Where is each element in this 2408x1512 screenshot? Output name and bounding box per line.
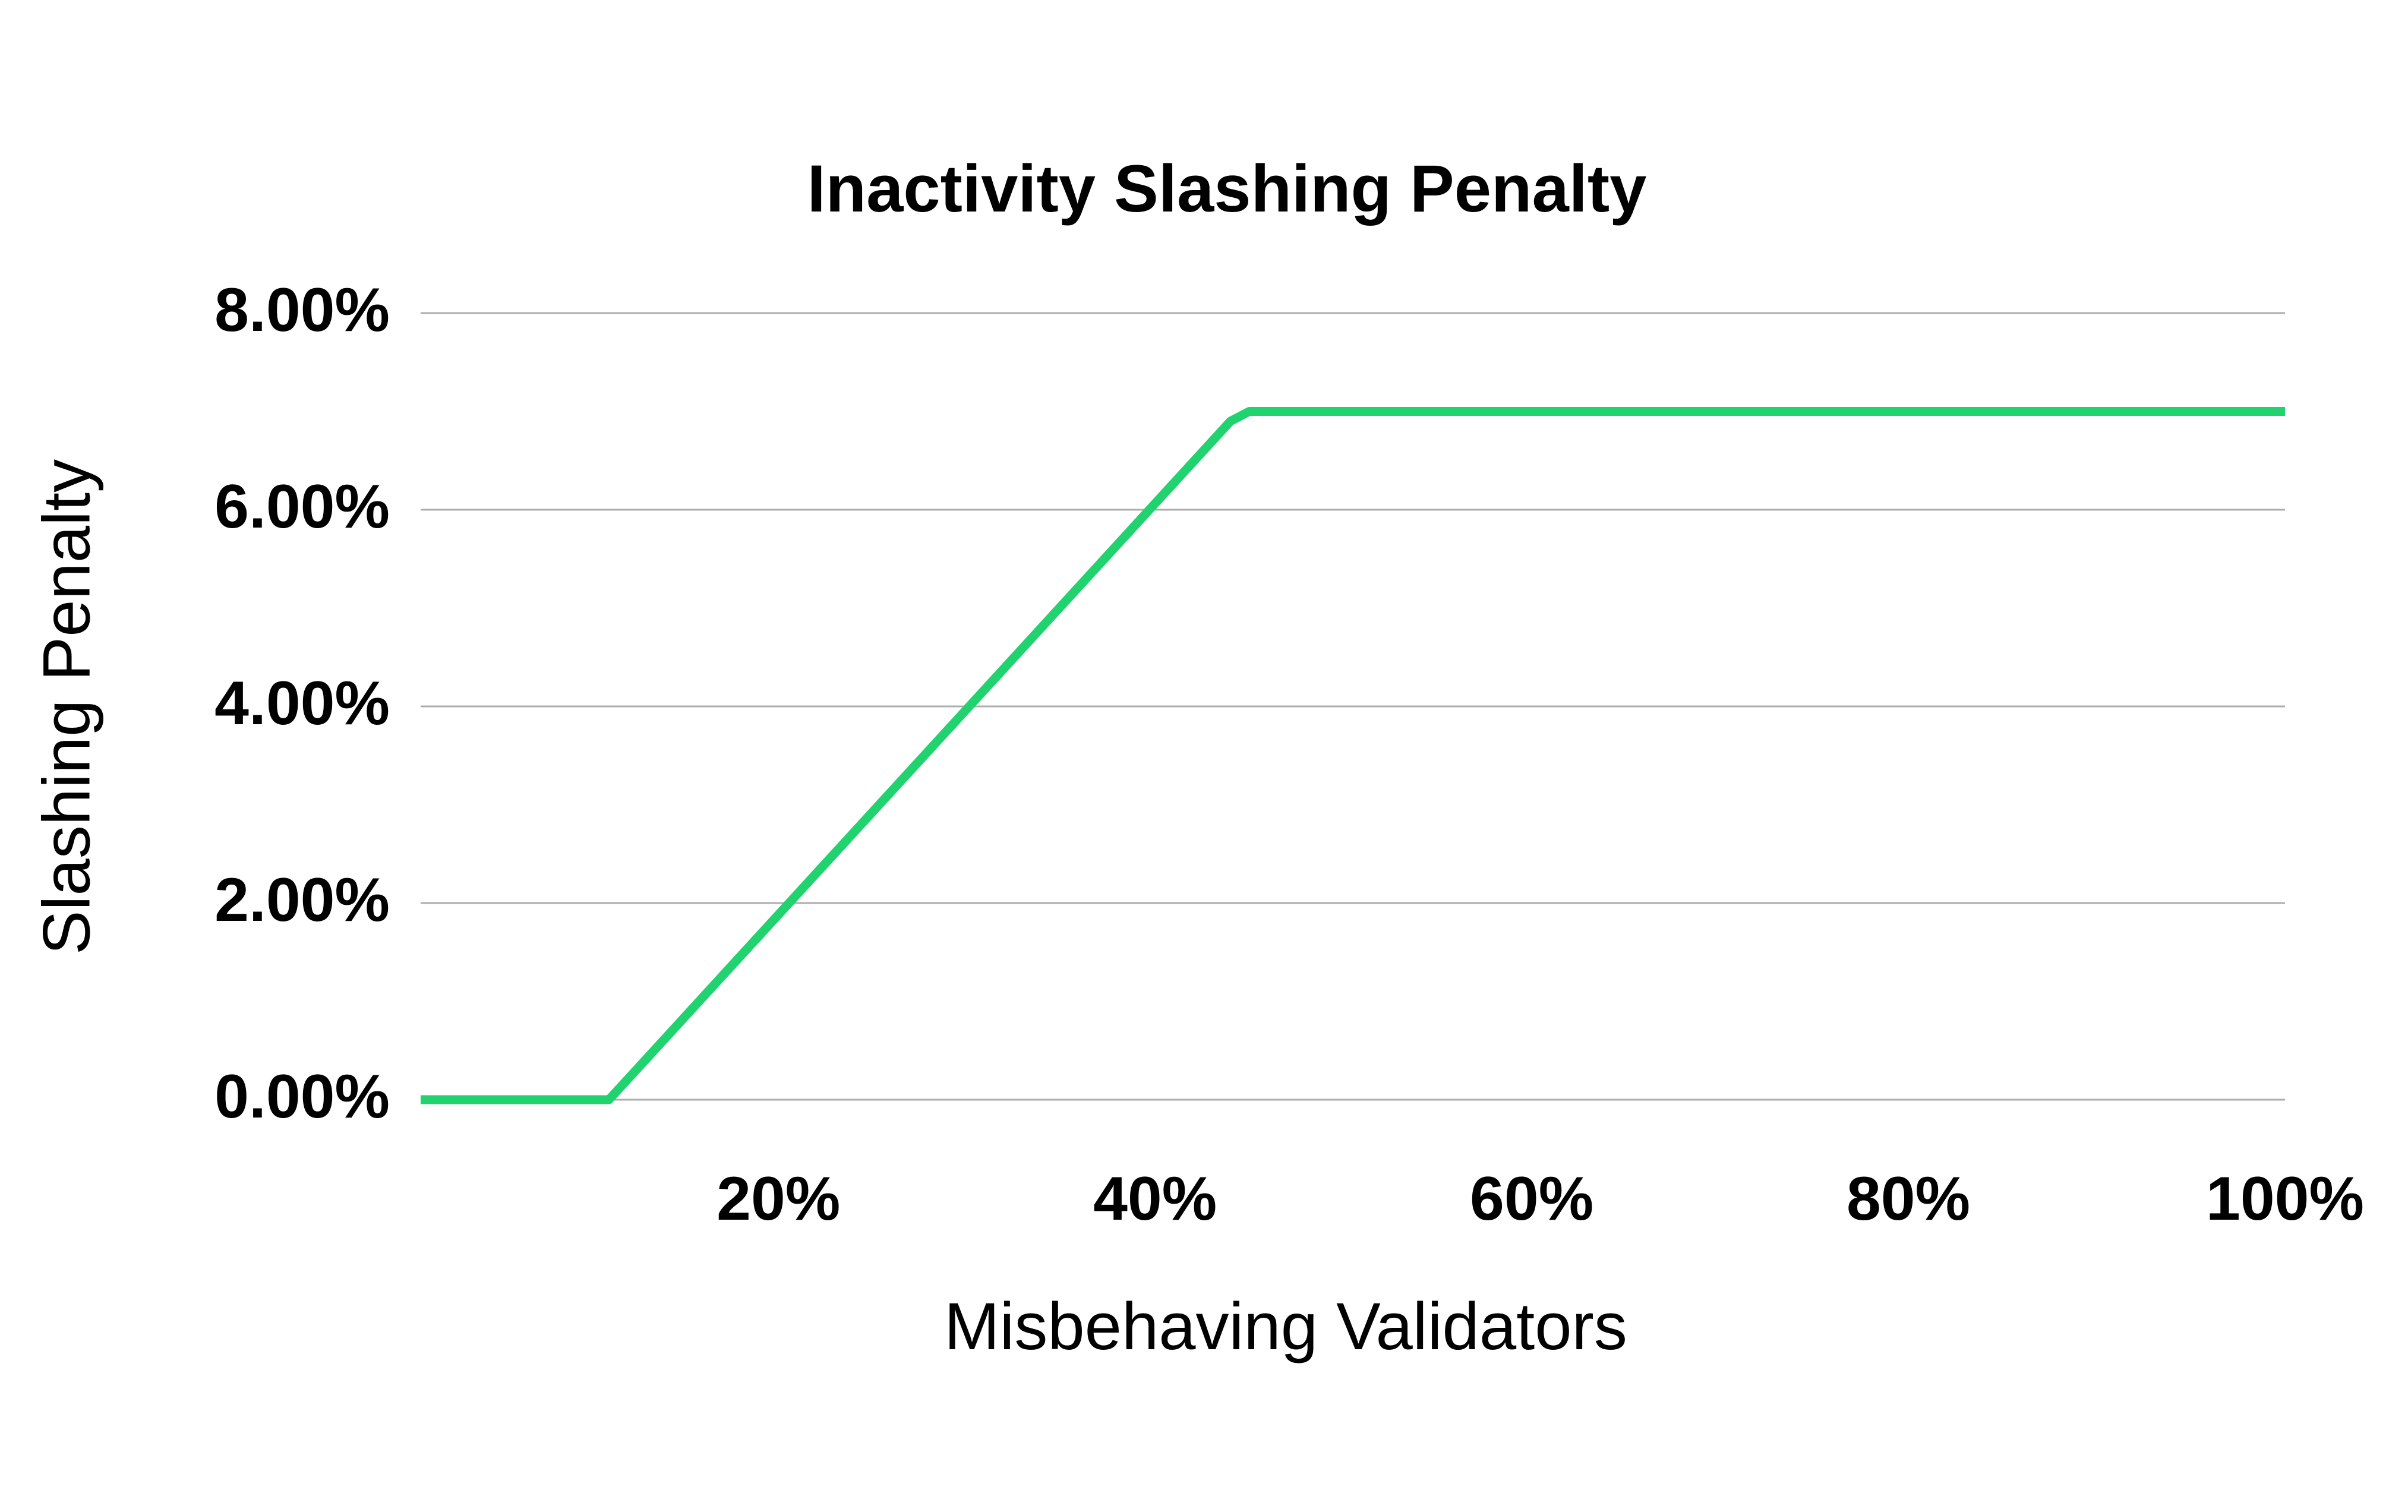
y-tick-label: 8.00% — [214, 276, 390, 345]
y-tick-label: 0.00% — [214, 1062, 390, 1131]
y-tick-label: 4.00% — [214, 669, 390, 738]
x-tick-label: 80% — [1847, 1164, 1970, 1233]
y-tick-label: 2.00% — [214, 866, 390, 935]
x-tick-label: 40% — [1093, 1164, 1217, 1233]
x-tick-label: 60% — [1470, 1164, 1593, 1233]
chart-title: Inactivity Slashing Penalty — [807, 151, 1647, 226]
x-tick-label: 20% — [717, 1164, 840, 1233]
y-tick-label: 6.00% — [214, 472, 390, 541]
x-axis-title: Misbehaving Validators — [944, 1289, 1627, 1363]
x-tick-label: 100% — [2206, 1164, 2364, 1233]
penalty-line — [421, 407, 2285, 1104]
y-axis-title: Slashing Penalty — [29, 459, 104, 955]
